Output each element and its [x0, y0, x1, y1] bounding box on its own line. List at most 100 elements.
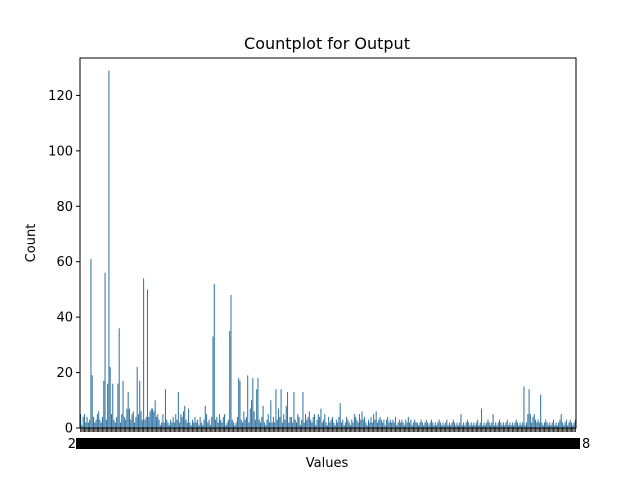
bar	[236, 416, 238, 428]
bar	[384, 425, 386, 428]
bar	[298, 416, 300, 428]
bar	[519, 422, 521, 428]
bar	[553, 419, 555, 428]
bar	[559, 419, 561, 428]
bar	[402, 422, 404, 428]
bar	[564, 422, 566, 428]
bar	[361, 411, 363, 428]
y-tick-label: 120	[48, 89, 73, 104]
bar	[293, 391, 295, 428]
bar	[86, 416, 88, 428]
bar	[199, 416, 201, 428]
bar	[179, 422, 181, 428]
bar	[555, 422, 557, 428]
bar	[373, 414, 375, 428]
bar	[182, 411, 184, 428]
bar	[164, 389, 166, 428]
bar	[459, 422, 461, 428]
bar	[95, 419, 97, 428]
bar	[159, 425, 161, 428]
bar	[128, 408, 130, 428]
bar	[320, 408, 322, 428]
bar	[157, 414, 159, 428]
bar	[222, 416, 224, 428]
bar	[101, 416, 103, 428]
bar	[85, 422, 87, 428]
bar	[312, 416, 314, 428]
bar	[510, 425, 512, 428]
bar	[454, 422, 456, 428]
y-tick-label: 60	[56, 255, 73, 270]
bar	[371, 422, 373, 428]
bar	[185, 419, 187, 428]
bar	[280, 389, 282, 428]
bar	[527, 414, 529, 428]
bar	[245, 416, 247, 428]
bar	[400, 422, 402, 428]
bar	[391, 422, 393, 428]
bar	[227, 419, 229, 428]
bar	[217, 422, 219, 428]
bar	[520, 425, 522, 428]
bar	[258, 419, 260, 428]
bar	[388, 422, 390, 428]
plot-frame	[79, 57, 577, 429]
bar	[302, 391, 304, 428]
bar	[263, 422, 265, 428]
bar	[478, 425, 480, 428]
bar	[209, 425, 211, 428]
bar	[483, 422, 485, 428]
bar	[346, 416, 348, 428]
bar	[460, 414, 462, 428]
y-tick-label: 100	[48, 144, 73, 159]
y-axis-ticks: 0 20 40 60 80 100 120	[48, 89, 80, 437]
bar	[272, 416, 274, 428]
bar	[197, 419, 199, 428]
bar	[469, 425, 471, 428]
bar	[468, 422, 470, 428]
bar	[203, 419, 205, 428]
bar	[547, 425, 549, 428]
bar	[572, 425, 574, 428]
bar	[307, 416, 309, 428]
bar	[297, 414, 299, 428]
bar	[387, 416, 389, 428]
bar	[190, 425, 192, 428]
bar	[131, 414, 133, 428]
bar	[491, 422, 493, 428]
bar	[113, 419, 115, 428]
bar	[465, 422, 467, 428]
bar	[439, 422, 441, 428]
bar	[383, 419, 385, 428]
bar	[423, 425, 425, 428]
bar	[98, 411, 100, 428]
bar	[563, 425, 565, 428]
bar	[150, 408, 152, 428]
bar	[355, 416, 357, 428]
bar	[349, 425, 351, 428]
bar	[337, 422, 339, 428]
y-tick-label: 40	[56, 311, 73, 326]
bar	[493, 425, 495, 428]
bar	[281, 422, 283, 428]
bar	[447, 425, 449, 428]
bar	[137, 414, 139, 428]
bar	[92, 416, 95, 428]
bar	[311, 422, 313, 428]
bar	[570, 422, 573, 428]
bar	[265, 425, 267, 428]
bar	[430, 419, 432, 428]
bar	[244, 419, 246, 428]
bar	[531, 422, 533, 428]
x-tick-label-left: 2	[68, 437, 76, 452]
bar	[486, 422, 488, 428]
bar	[379, 416, 381, 428]
bar	[490, 425, 492, 428]
bar	[412, 422, 414, 428]
bar	[473, 422, 475, 428]
bar	[397, 422, 399, 428]
bar	[488, 422, 490, 428]
bar	[288, 422, 290, 428]
bar	[171, 422, 173, 428]
